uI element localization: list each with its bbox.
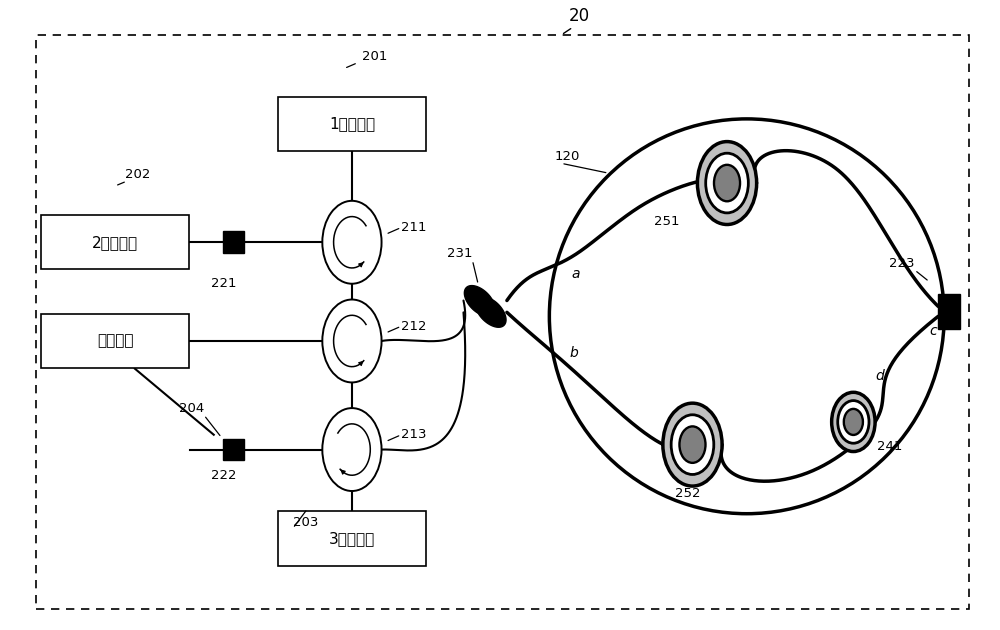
Text: b: b bbox=[569, 346, 578, 360]
Circle shape bbox=[549, 119, 944, 513]
Text: 输入光源: 输入光源 bbox=[97, 333, 133, 348]
Text: 213: 213 bbox=[401, 428, 427, 441]
Bar bbox=[938, 294, 960, 329]
Text: 20: 20 bbox=[568, 7, 590, 25]
Text: 3号探测器: 3号探测器 bbox=[329, 531, 375, 546]
Polygon shape bbox=[476, 297, 506, 327]
Text: 211: 211 bbox=[401, 221, 427, 234]
Polygon shape bbox=[464, 285, 494, 316]
FancyBboxPatch shape bbox=[41, 215, 189, 270]
Text: 251: 251 bbox=[654, 215, 680, 227]
Bar bbox=[223, 231, 244, 253]
Text: 221: 221 bbox=[211, 277, 236, 290]
Ellipse shape bbox=[322, 201, 382, 284]
Text: c: c bbox=[929, 324, 937, 338]
Ellipse shape bbox=[706, 153, 748, 213]
Text: 204: 204 bbox=[179, 402, 204, 415]
Text: 222: 222 bbox=[211, 469, 236, 483]
Text: 201: 201 bbox=[362, 50, 387, 62]
FancyBboxPatch shape bbox=[278, 511, 426, 566]
Bar bbox=[223, 438, 244, 461]
Text: 212: 212 bbox=[401, 319, 427, 333]
Text: d: d bbox=[875, 369, 884, 382]
Text: 120: 120 bbox=[554, 151, 580, 163]
Text: 2号探测器: 2号探测器 bbox=[92, 235, 138, 249]
Ellipse shape bbox=[697, 142, 757, 224]
Text: 231: 231 bbox=[447, 247, 472, 260]
Ellipse shape bbox=[844, 409, 863, 435]
Text: 203: 203 bbox=[293, 515, 318, 529]
Text: 252: 252 bbox=[675, 487, 700, 500]
FancyBboxPatch shape bbox=[278, 96, 426, 151]
Text: a: a bbox=[571, 267, 580, 281]
Ellipse shape bbox=[832, 392, 875, 452]
Ellipse shape bbox=[663, 403, 722, 486]
Ellipse shape bbox=[714, 165, 740, 202]
Ellipse shape bbox=[322, 299, 382, 382]
Text: 1号探测器: 1号探测器 bbox=[329, 117, 375, 131]
Text: 223: 223 bbox=[889, 257, 915, 270]
Ellipse shape bbox=[322, 408, 382, 491]
Ellipse shape bbox=[838, 401, 869, 444]
Text: 202: 202 bbox=[125, 168, 150, 181]
Ellipse shape bbox=[671, 415, 714, 474]
FancyBboxPatch shape bbox=[41, 314, 189, 368]
Ellipse shape bbox=[679, 427, 706, 463]
Text: 241: 241 bbox=[877, 440, 902, 453]
